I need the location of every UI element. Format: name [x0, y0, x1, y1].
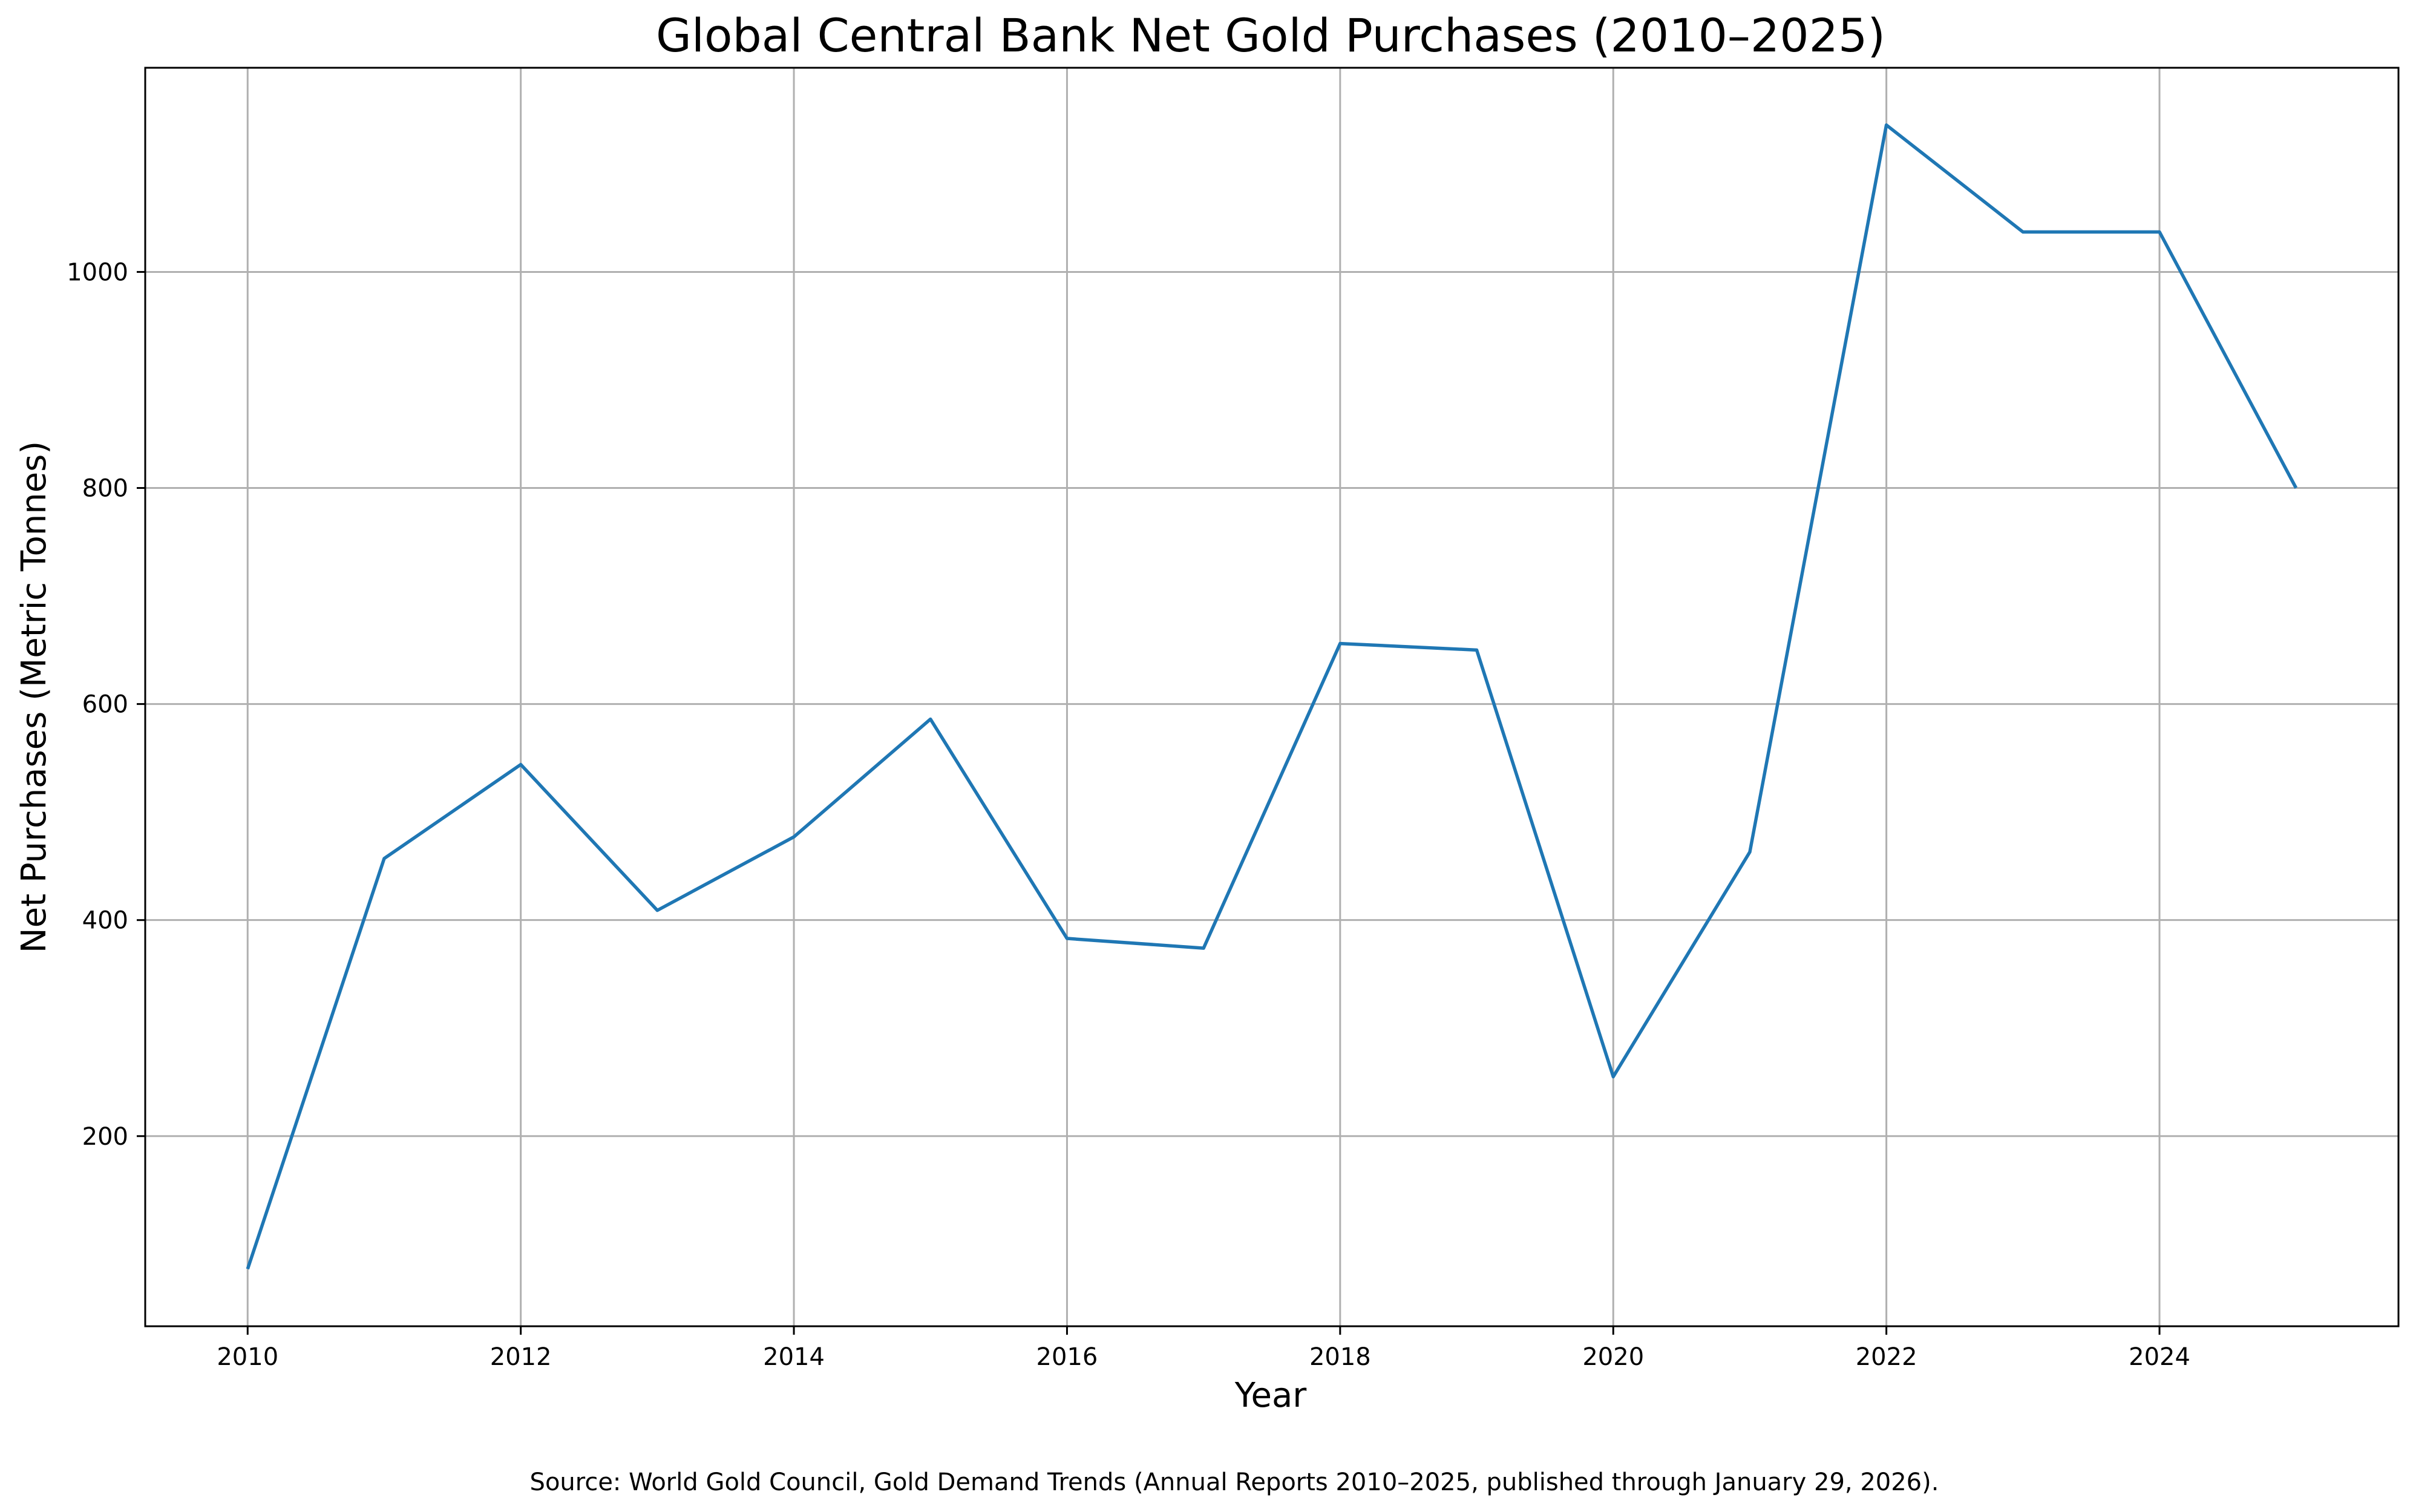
source-note: Source: World Gold Council, Gold Demand …: [530, 1468, 1939, 1496]
x-tick-label: 2014: [763, 1343, 825, 1371]
y-axis-label: Net Purchases (Metric Tonnes): [15, 441, 54, 954]
x-tick-label: 2020: [1582, 1343, 1644, 1371]
series-layer: [246, 123, 2298, 1270]
grid-lines: [145, 68, 2398, 1326]
y-tick-label: 400: [82, 907, 128, 935]
y-tick-label: 1000: [67, 258, 128, 286]
plot-area-frame: [144, 67, 2400, 1327]
x-tick-label: 2024: [2129, 1343, 2190, 1371]
x-tick-label: 2022: [1856, 1343, 1917, 1371]
y-tick-label: 600: [82, 691, 128, 719]
y-tick-label: 800: [82, 475, 128, 503]
x-axis-label: Year: [1234, 1376, 1308, 1415]
chart-title: Global Central Bank Net Gold Purchases (…: [656, 8, 1885, 62]
axis-ticks: 2010 2012 2014 2016 2018 2020 2022 2024 200 400 60…: [67, 258, 2190, 1371]
y-tick-label: 200: [82, 1123, 128, 1151]
x-tick-label: 2016: [1036, 1343, 1098, 1371]
series-line: [246, 123, 2298, 1270]
x-tick-label: 2012: [490, 1343, 552, 1371]
x-tick-label: 2010: [217, 1343, 278, 1371]
x-tick-label: 2018: [1309, 1343, 1371, 1371]
